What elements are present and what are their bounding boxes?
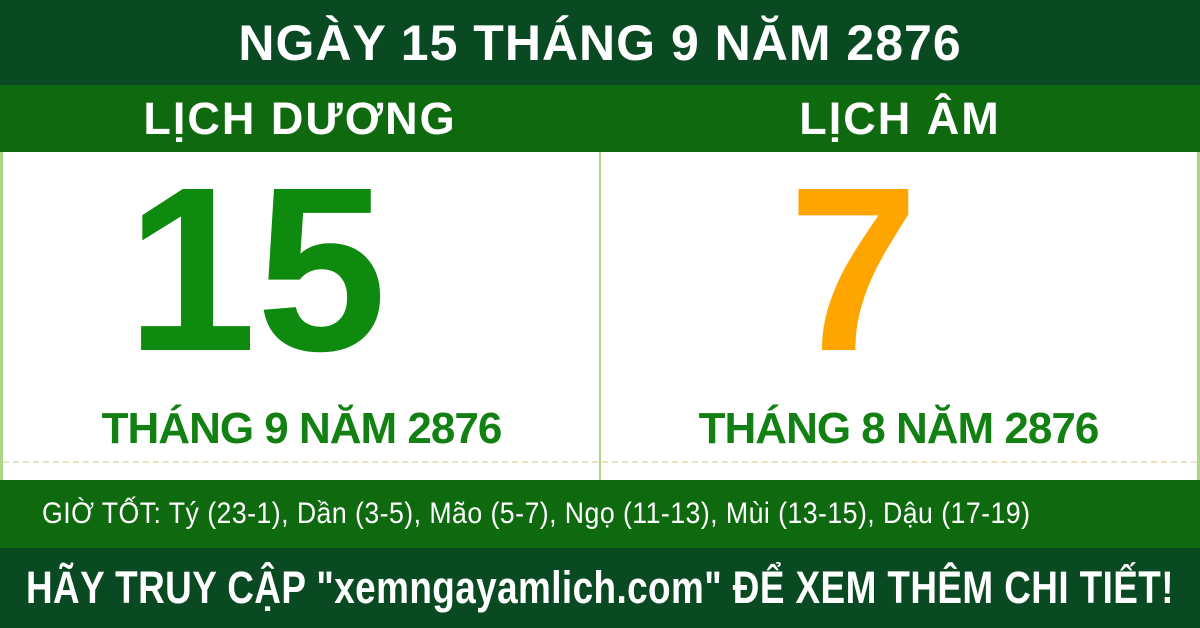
calendar-panels: 15 THÁNG 9 NĂM 2876 7 THÁNG 8 NĂM 2876 [0, 152, 1200, 480]
solar-month-label: THÁNG 9 NĂM 2876 [101, 404, 503, 453]
good-hours-text: GIỜ TỐT: Tý (23-1), Dần (3-5), Mão (5-7)… [42, 497, 1031, 530]
solar-day-number: 15 [126, 138, 387, 400]
lunar-month-label: THÁNG 8 NĂM 2876 [698, 404, 1100, 453]
date-title: NGÀY 15 THÁNG 9 NĂM 2876 [238, 14, 962, 71]
date-banner: NGÀY 15 THÁNG 9 NĂM 2876 [0, 0, 1200, 85]
footer-banner: HÃY TRUY CẬP "xemngayamlich.com" ĐỂ XEM … [0, 548, 1200, 628]
solar-calendar-header: LỊCH DƯƠNG [0, 85, 600, 152]
solar-panel: 15 THÁNG 9 NĂM 2876 [3, 152, 600, 480]
good-hours-bar: GIỜ TỐT: Tý (23-1), Dần (3-5), Mão (5-7)… [0, 480, 1200, 548]
lunar-calendar-label: LỊCH ÂM [799, 92, 1001, 144]
panel-divider [599, 152, 601, 480]
solar-calendar-label: LỊCH DƯƠNG [143, 92, 457, 144]
tear-off-dashed-line [3, 461, 1197, 463]
calendar-type-band: LỊCH DƯƠNG LỊCH ÂM [0, 85, 1200, 152]
lunar-calendar-header: LỊCH ÂM [600, 85, 1200, 152]
lunar-day-number: 7 [788, 138, 919, 400]
lunar-panel: 7 THÁNG 8 NĂM 2876 [600, 152, 1197, 480]
footer-cta-text: HÃY TRUY CẬP "xemngayamlich.com" ĐỂ XEM … [26, 562, 1174, 613]
